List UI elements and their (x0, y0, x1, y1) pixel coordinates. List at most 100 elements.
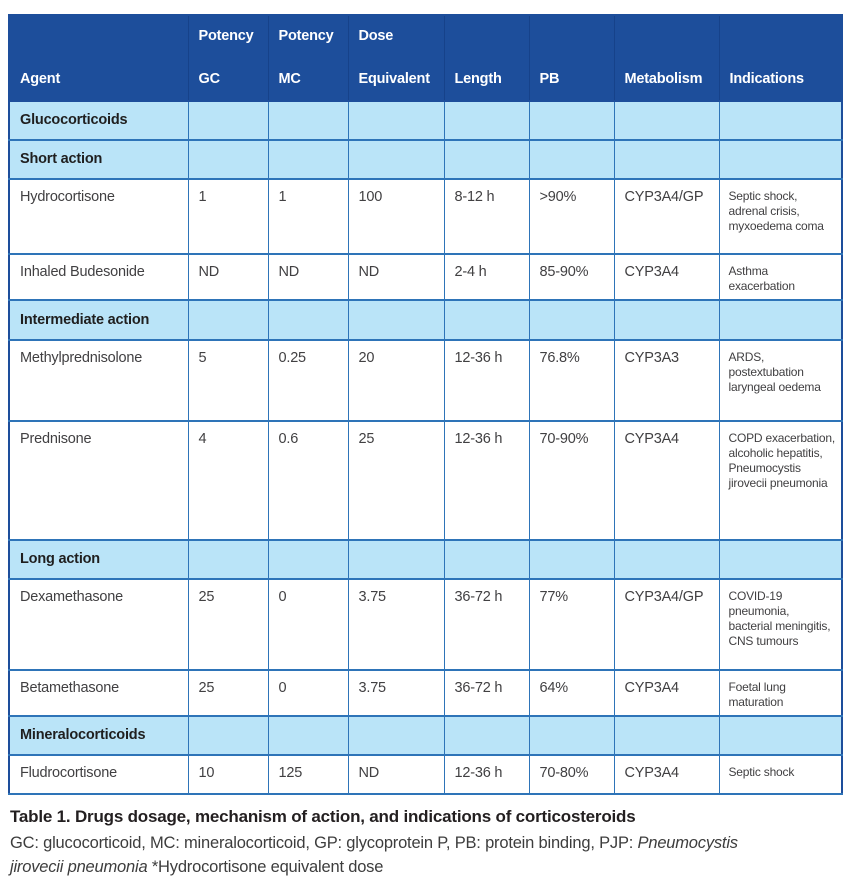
cell-indications: Foetal lung maturation (718, 669, 843, 717)
header-row: Agent Potency GC Potency MC Dose Equivalent… (8, 14, 843, 102)
section-row-long-action: Long action (8, 539, 843, 580)
table-header: Agent Potency GC Potency MC Dose Equivalent… (8, 14, 843, 102)
cell-empty (613, 139, 720, 180)
cell-metabolism: CYP3A3 (613, 339, 720, 422)
column-header-dose-equivalent: Dose Equivalent (347, 14, 445, 102)
cell-empty (528, 539, 615, 580)
cell-empty (187, 299, 269, 341)
table-row-hydrocortisone: Hydrocortisone 1 1 100 8-12 h >90% CYP3A4/GP Se… (8, 178, 843, 255)
cell-empty (267, 299, 349, 341)
cell-indications: COPD exacerbation, alcoholic hepatitis, … (718, 420, 843, 541)
cell-empty (718, 715, 843, 756)
corticosteroids-table: Agent Potency GC Potency MC Dose Equivalent… (8, 14, 843, 795)
table-row-dexamethasone: Dexamethasone 25 0 3.75 36-72 h 77% CYP3A4/GP C… (8, 578, 843, 671)
abbrev-footnote: *Hydrocortisone equivalent dose (147, 858, 384, 877)
cell-metabolism: CYP3A4 (613, 253, 720, 301)
column-header-potency-gc: Potency GC (187, 14, 269, 102)
cell-potency-gc: 5 (187, 339, 269, 422)
column-header-potency-mc: Potency MC (267, 14, 349, 102)
section-label: Glucocorticoids (8, 100, 189, 141)
caption-title: Table 1. Drugs dosage, mechanism of acti… (10, 807, 636, 826)
cell-indications: COVID-19 pneumonia, bacterial meningitis… (718, 578, 843, 671)
cell-potency-gc: 10 (187, 754, 269, 795)
cell-empty (187, 539, 269, 580)
cell-dose: 20 (347, 339, 445, 422)
cell-empty (613, 100, 720, 141)
cell-potency-mc: 0.25 (267, 339, 349, 422)
abbrev-italic-species: Pneumocystis jirovecii pneumonia (10, 834, 738, 877)
table-row-methylprednisolone: Methylprednisolone 5 0.25 20 12-36 h 76.8% CYP… (8, 339, 843, 422)
cell-potency-mc: 0.6 (267, 420, 349, 541)
column-header-indications: Indications (718, 14, 843, 102)
cell-empty (718, 539, 843, 580)
cell-length: 12-36 h (443, 420, 530, 541)
cell-length: 12-36 h (443, 339, 530, 422)
abbrev-text: GC: glucocorticoid, MC: mineralocorticoi… (10, 834, 638, 853)
cell-pb: >90% (528, 178, 615, 255)
cell-metabolism: CYP3A4/GP (613, 578, 720, 671)
cell-length: 36-72 h (443, 669, 530, 717)
cell-empty (267, 539, 349, 580)
cell-pb: 85-90% (528, 253, 615, 301)
table-row-fludrocortisone: Fludrocortisone 10 125 ND 12-36 h 70-80% CYP3A… (8, 754, 843, 795)
cell-agent: Prednisone (8, 420, 189, 541)
cell-agent: Methylprednisolone (8, 339, 189, 422)
cell-pb: 70-80% (528, 754, 615, 795)
cell-indications: Septic shock, adrenal crisis, myxoedema … (718, 178, 843, 255)
cell-pb: 70-90% (528, 420, 615, 541)
cell-empty (528, 715, 615, 756)
cell-metabolism: CYP3A4/GP (613, 178, 720, 255)
cell-length: 12-36 h (443, 754, 530, 795)
cell-empty (443, 100, 530, 141)
cell-potency-gc: 1 (187, 178, 269, 255)
cell-indications: Septic shock (718, 754, 843, 795)
cell-length: 8-12 h (443, 178, 530, 255)
cell-pb: 77% (528, 578, 615, 671)
cell-empty (443, 539, 530, 580)
section-row-intermediate-action: Intermediate action (8, 299, 843, 341)
cell-length: 36-72 h (443, 578, 530, 671)
cell-potency-gc: 4 (187, 420, 269, 541)
cell-empty (267, 139, 349, 180)
column-header-pb: PB (528, 14, 615, 102)
cell-potency-mc: 0 (267, 669, 349, 717)
cell-empty (347, 100, 445, 141)
cell-dose: ND (347, 253, 445, 301)
column-header-agent: Agent (8, 14, 189, 102)
cell-metabolism: CYP3A4 (613, 669, 720, 717)
section-row-mineralocorticoids: Mineralocorticoids (8, 715, 843, 756)
cell-empty (718, 100, 843, 141)
cell-length: 2-4 h (443, 253, 530, 301)
table-body: Glucocorticoids Short action Hydrocortis… (8, 100, 843, 795)
cell-empty (528, 100, 615, 141)
cell-empty (718, 139, 843, 180)
cell-empty (443, 715, 530, 756)
cell-empty (267, 715, 349, 756)
cell-empty (613, 539, 720, 580)
cell-dose: 3.75 (347, 578, 445, 671)
cell-dose: 100 (347, 178, 445, 255)
cell-empty (187, 715, 269, 756)
caption-abbreviations: GC: glucocorticoid, MC: mineralocorticoi… (10, 832, 790, 880)
cell-metabolism: CYP3A4 (613, 420, 720, 541)
cell-potency-mc: ND (267, 253, 349, 301)
cell-empty (187, 100, 269, 141)
cell-potency-mc: 0 (267, 578, 349, 671)
section-label: Long action (8, 539, 189, 580)
section-label: Mineralocorticoids (8, 715, 189, 756)
column-header-metabolism: Metabolism (613, 14, 720, 102)
cell-empty (347, 715, 445, 756)
cell-agent: Inhaled Budesonide (8, 253, 189, 301)
cell-empty (718, 299, 843, 341)
cell-potency-mc: 125 (267, 754, 349, 795)
table-row-prednisone: Prednisone 4 0.6 25 12-36 h 70-90% CYP3A4 COPD … (8, 420, 843, 541)
cell-potency-mc: 1 (267, 178, 349, 255)
cell-empty (613, 299, 720, 341)
table-caption: Table 1. Drugs dosage, mechanism of acti… (8, 807, 841, 880)
cell-empty (443, 139, 530, 180)
cell-potency-gc: 25 (187, 669, 269, 717)
table-row-betamethasone: Betamethasone 25 0 3.75 36-72 h 64% CYP3A4 Foet… (8, 669, 843, 717)
cell-potency-gc: ND (187, 253, 269, 301)
section-row-short-action: Short action (8, 139, 843, 180)
cell-empty (528, 299, 615, 341)
